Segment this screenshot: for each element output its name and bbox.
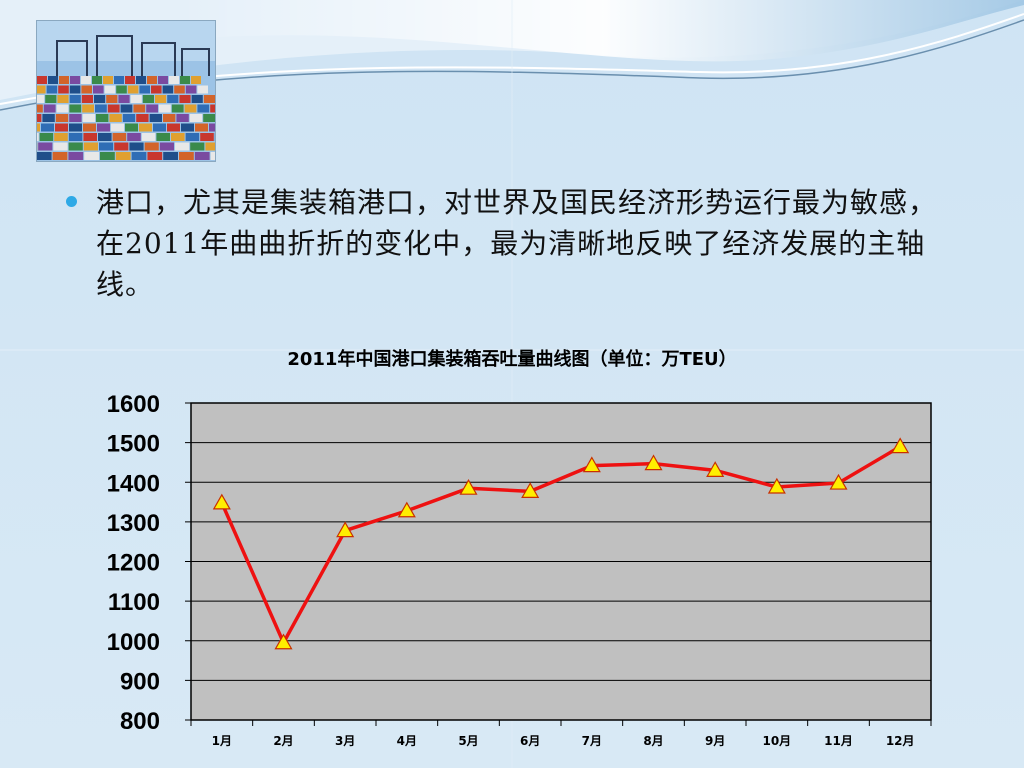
bullet-text: 港口，尤其是集装箱港口，对世界及国民经济形势运行最为敏感，在2011年曲曲折折的…: [96, 186, 938, 301]
data-point-marker: [582, 456, 601, 473]
data-point-marker: [212, 493, 231, 510]
y-tick-label: 1100: [108, 589, 160, 616]
y-tick-label: 1300: [107, 510, 160, 537]
bullet-dot-icon: [66, 196, 77, 207]
y-tick-label: 1400: [107, 470, 160, 497]
data-point-marker: [644, 454, 663, 471]
y-tick-label: 1500: [107, 431, 160, 458]
x-tick-label: 8月: [643, 734, 663, 748]
y-tick-label: 1000: [107, 629, 160, 656]
data-point-marker: [767, 477, 786, 494]
y-tick-label: 800: [120, 708, 160, 735]
data-point-marker: [336, 521, 355, 538]
x-tick-label: 6月: [520, 734, 540, 748]
x-tick-label: 3月: [335, 734, 355, 748]
x-tick-label: 5月: [458, 734, 478, 748]
data-point-marker: [706, 461, 725, 477]
data-point-marker: [891, 437, 910, 454]
x-tick-label: 9月: [705, 734, 725, 748]
x-tick-label: 7月: [582, 734, 602, 748]
y-tick-label: 900: [120, 668, 160, 695]
container-port-photo: [36, 20, 216, 162]
data-point-marker: [274, 633, 293, 650]
data-point-marker: [397, 501, 416, 518]
y-tick-label: 1200: [107, 550, 160, 577]
x-tick-label: 10月: [762, 734, 791, 748]
chart-title: 2011年中国港口集装箱吞吐量曲线图（单位：万TEU）: [287, 349, 737, 370]
data-point-marker: [829, 473, 848, 490]
y-tick-label: 1600: [107, 391, 160, 418]
x-tick-label: 2月: [273, 734, 293, 748]
x-tick-label: 1月: [212, 734, 232, 748]
bullet-item: 港口，尤其是集装箱港口，对世界及国民经济形势运行最为敏感，在2011年曲曲折折的…: [62, 182, 962, 305]
data-point-marker: [459, 478, 478, 495]
series-line: [220, 445, 902, 645]
x-tick-label: 4月: [397, 734, 417, 748]
x-tick-label: 12月: [886, 734, 915, 748]
x-tick-label: 11月: [824, 734, 853, 748]
data-point-marker: [521, 482, 540, 498]
